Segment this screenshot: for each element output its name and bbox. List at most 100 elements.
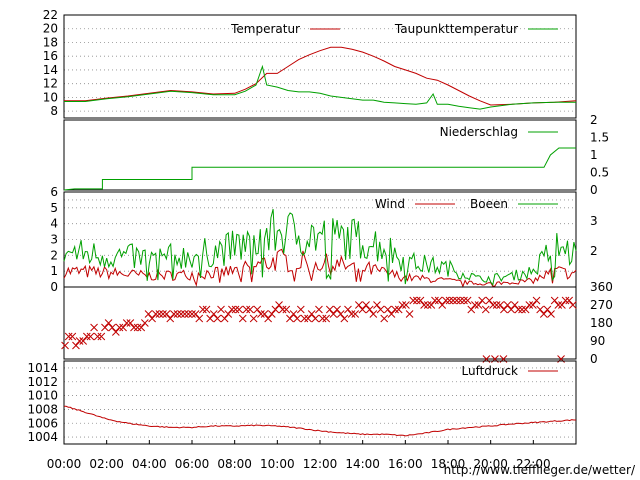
direction-marker [119, 323, 127, 332]
direction-marker [380, 314, 389, 323]
series-line-precipitation [63, 147, 576, 191]
direction-marker [249, 314, 258, 323]
direction-marker [369, 310, 378, 318]
direction-marker [224, 310, 233, 318]
direction-marker [75, 337, 84, 345]
direction-marker [296, 305, 305, 314]
direction-marker [64, 332, 73, 341]
y-tick-label: 1 [590, 148, 598, 162]
x-tick-label: 22:00 [516, 457, 551, 471]
direction-marker [358, 305, 367, 314]
direction-marker [521, 305, 530, 314]
direction-marker [434, 296, 443, 305]
y-tick-label: 8 [50, 104, 58, 118]
direction-marker [213, 314, 222, 323]
direction-marker [536, 305, 545, 314]
direction-marker [61, 341, 69, 350]
direction-marker [532, 296, 541, 305]
direction-marker [318, 314, 327, 323]
direction-marker [126, 319, 135, 327]
direction-marker [293, 314, 302, 323]
direction-marker [322, 314, 331, 323]
direction-marker [500, 305, 508, 314]
direction-marker [561, 296, 570, 305]
direction-marker [547, 310, 555, 318]
y-tick-label: 180 [590, 316, 613, 330]
direction-marker [72, 341, 80, 350]
direction-marker [184, 310, 193, 318]
direction-marker [452, 296, 461, 305]
y-tick-label: 22 [43, 8, 58, 22]
direction-marker [246, 305, 254, 314]
legend-label-taupunkttemperatur: Taupunkttemperatur [394, 22, 518, 36]
y-tick-label: 2 [50, 248, 58, 262]
direction-marker [325, 305, 334, 314]
y-tick-label: 1010 [27, 389, 58, 403]
y-tick-label: 270 [590, 298, 613, 312]
direction-marker [474, 301, 483, 309]
direction-marker [133, 323, 142, 332]
direction-marker [235, 305, 244, 314]
x-tick-label: 14:00 [345, 457, 380, 471]
direction-marker [409, 296, 418, 305]
x-tick-label: 20:00 [473, 457, 508, 471]
direction-marker [383, 305, 392, 314]
y-tick-label: 14 [43, 63, 58, 77]
x-tick-label: 12:00 [303, 457, 338, 471]
x-tick-label: 10:00 [260, 457, 295, 471]
direction-marker [264, 314, 273, 323]
direction-marker [315, 305, 323, 314]
direction-marker [344, 305, 352, 314]
series-line-pressure [64, 405, 576, 437]
direction-marker [347, 310, 356, 318]
direction-marker [260, 310, 269, 318]
panel-frame-3 [63, 286, 577, 360]
direction-marker [503, 301, 512, 309]
direction-marker [514, 305, 523, 314]
direction-marker [155, 310, 164, 318]
direction-marker [518, 305, 526, 314]
direction-marker [489, 301, 497, 309]
direction-marker [220, 314, 229, 323]
x-tick-label: 08:00 [217, 457, 252, 471]
direction-marker [286, 314, 294, 323]
y-tick-label: 10 [43, 90, 58, 104]
direction-marker [307, 310, 316, 318]
direction-marker [104, 319, 113, 327]
direction-marker [159, 310, 167, 318]
direction-marker [333, 305, 341, 314]
direction-marker [460, 296, 468, 305]
legend-label-boeen: Boeen [470, 197, 508, 211]
credit-text[interactable]: http://www.tiefflieger.de/wetter/ [444, 463, 636, 477]
direction-marker [373, 301, 381, 309]
y-tick-label: 1014 [27, 361, 58, 375]
y2-tick-label: 2 [590, 244, 598, 258]
x-tick-label: 06:00 [175, 457, 210, 471]
direction-marker [558, 301, 566, 309]
direction-marker [467, 305, 476, 314]
direction-marker [144, 310, 153, 318]
direction-marker [86, 332, 95, 341]
y-tick-label: 0 [590, 352, 598, 366]
direction-marker [416, 296, 425, 305]
direction-marker [93, 332, 102, 341]
direction-marker [271, 305, 280, 314]
y-tick-label: 4 [50, 217, 58, 231]
direction-marker [115, 323, 124, 332]
direction-marker [111, 328, 120, 336]
y-tick-label: 1012 [27, 375, 58, 389]
direction-marker [162, 310, 171, 318]
direction-marker [402, 301, 410, 309]
direction-marker [68, 332, 77, 341]
direction-marker [177, 310, 185, 318]
direction-marker [300, 314, 309, 323]
direction-marker [412, 296, 421, 305]
direction-marker [191, 310, 200, 318]
y-tick-label: 0.5 [590, 166, 609, 180]
direction-marker [485, 296, 494, 305]
direction-marker [529, 301, 537, 309]
series-line-dewpoint [64, 64, 576, 110]
direction-marker [188, 310, 196, 318]
x-tick-label: 04:00 [132, 457, 167, 471]
